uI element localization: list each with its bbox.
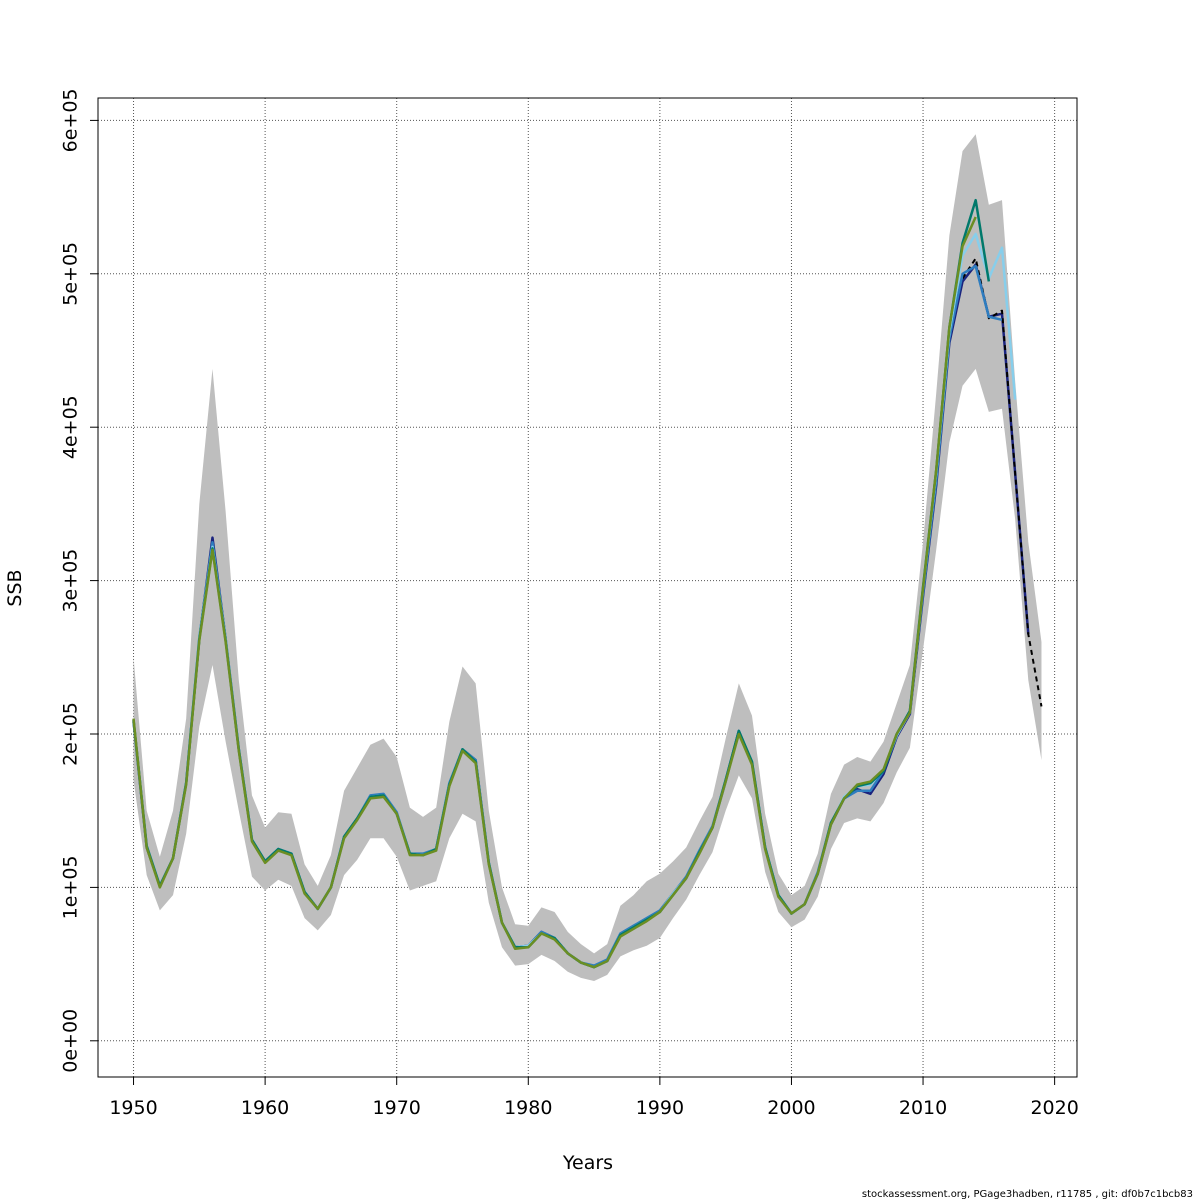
y-tick-label: 6e+05 — [60, 88, 82, 152]
y-tick-label: 2e+05 — [60, 702, 82, 766]
x-tick-label: 2010 — [899, 1097, 947, 1119]
confidence-band-area — [133, 134, 1042, 981]
x-tick-label: 1980 — [504, 1097, 552, 1119]
y-axis: 0e+00 1e+05 2e+05 3e+05 4e+05 5e+05 6e+05 — [60, 88, 98, 1073]
y-tick-label: 1e+05 — [60, 855, 82, 919]
x-tick-label: 1970 — [373, 1097, 421, 1119]
x-axis-title: Years — [562, 1152, 613, 1174]
x-tick-label: 1950 — [109, 1097, 157, 1119]
x-tick-label: 1990 — [636, 1097, 684, 1119]
confidence-band — [133, 134, 1042, 981]
y-tick-label: 5e+05 — [60, 242, 82, 306]
x-axis: 1950 1960 1970 1980 1990 2000 2010 2020 — [109, 1076, 1079, 1119]
series-line-6 — [132, 216, 977, 969]
y-tick-label: 3e+05 — [60, 549, 82, 613]
series-line-2 — [961, 257, 1043, 707]
footer-credit: stockassessment.org, PGage3hadben, r1178… — [862, 1189, 1193, 1200]
y-axis-title: SSB — [4, 569, 26, 606]
x-tick-label: 1960 — [241, 1097, 289, 1119]
series-lines — [132, 198, 1043, 969]
x-tick-label: 2000 — [767, 1097, 815, 1119]
y-tick-label: 4e+05 — [60, 395, 82, 459]
x-tick-label: 2020 — [1030, 1097, 1078, 1119]
y-tick-label: 0e+00 — [60, 1009, 82, 1073]
